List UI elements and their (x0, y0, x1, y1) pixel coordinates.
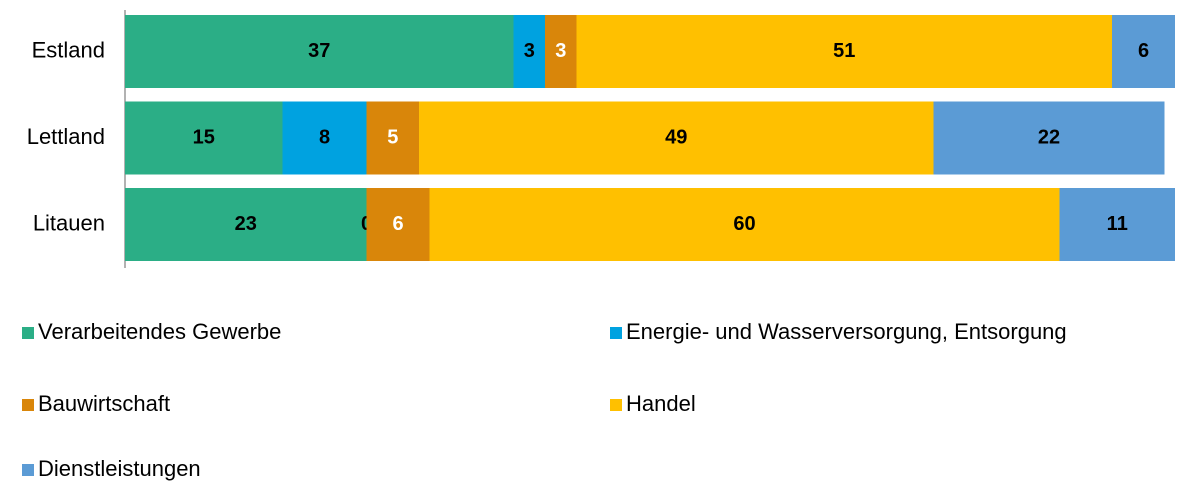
y-tick-label: Litauen (33, 210, 105, 235)
legend-swatch (22, 399, 34, 411)
value-label: 23 (235, 213, 257, 235)
bar-segment (513, 15, 545, 88)
legend-swatch (610, 399, 622, 411)
bar-segment (1112, 15, 1175, 88)
bar-segment (125, 15, 514, 88)
value-label: 8 (319, 126, 330, 148)
legend-label: Bauwirtschaft (38, 391, 170, 416)
value-label: 15 (193, 126, 215, 148)
value-label: 3 (524, 40, 535, 62)
y-tick-label: Lettland (27, 124, 105, 149)
bar-segment (366, 101, 419, 175)
bar-segment (576, 15, 1112, 88)
value-label: 49 (665, 126, 687, 148)
value-label: 60 (733, 213, 755, 235)
value-label: 51 (833, 40, 855, 62)
bar-segment (419, 101, 934, 175)
bar-segment (125, 101, 283, 175)
value-label: 37 (308, 40, 330, 62)
legend-swatch (610, 327, 622, 339)
value-label: 11 (1107, 213, 1128, 235)
value-label: 3 (555, 40, 566, 62)
legend-label: Dienstleistungen (38, 456, 201, 481)
value-label: 22 (1038, 126, 1060, 148)
legend-label: Handel (626, 391, 696, 416)
value-label: 6 (1138, 40, 1149, 62)
legend-label: Verarbeitendes Gewerbe (38, 319, 281, 344)
value-label: 6 (392, 213, 403, 235)
y-tick-label: Estland (32, 37, 105, 62)
value-label: 5 (387, 126, 398, 148)
bar-segment (429, 188, 1060, 261)
bar-segment (282, 101, 367, 175)
legend-swatch (22, 464, 34, 476)
legend-swatch (22, 327, 34, 339)
bar-segment (1059, 188, 1175, 261)
bar-segment (545, 15, 577, 88)
bar-segment (933, 101, 1165, 175)
legend-label: Energie- und Wasserversorgung, Entsorgun… (626, 319, 1067, 344)
bar-segment (366, 188, 430, 261)
bar-segment (125, 188, 367, 261)
